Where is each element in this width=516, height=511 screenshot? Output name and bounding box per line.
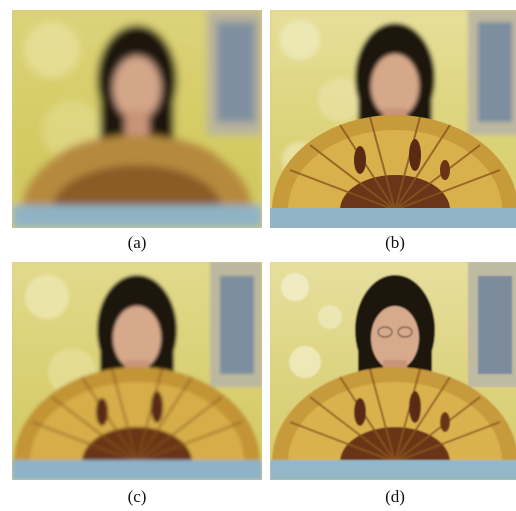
photo-panel-b: [270, 10, 516, 228]
caption-b: (b): [385, 233, 405, 252]
photo-a-image: [12, 10, 262, 228]
caption-a: (a): [127, 233, 147, 252]
photo-panel-d: [270, 262, 516, 480]
photo-b-image: [270, 10, 516, 228]
photo-c-image: [12, 262, 262, 480]
photo-d-image: [270, 262, 516, 480]
photo-panel-c: [12, 262, 262, 480]
photo-panel-a: [12, 10, 262, 228]
caption-c: (c): [127, 487, 147, 506]
caption-d: (d): [385, 487, 405, 506]
